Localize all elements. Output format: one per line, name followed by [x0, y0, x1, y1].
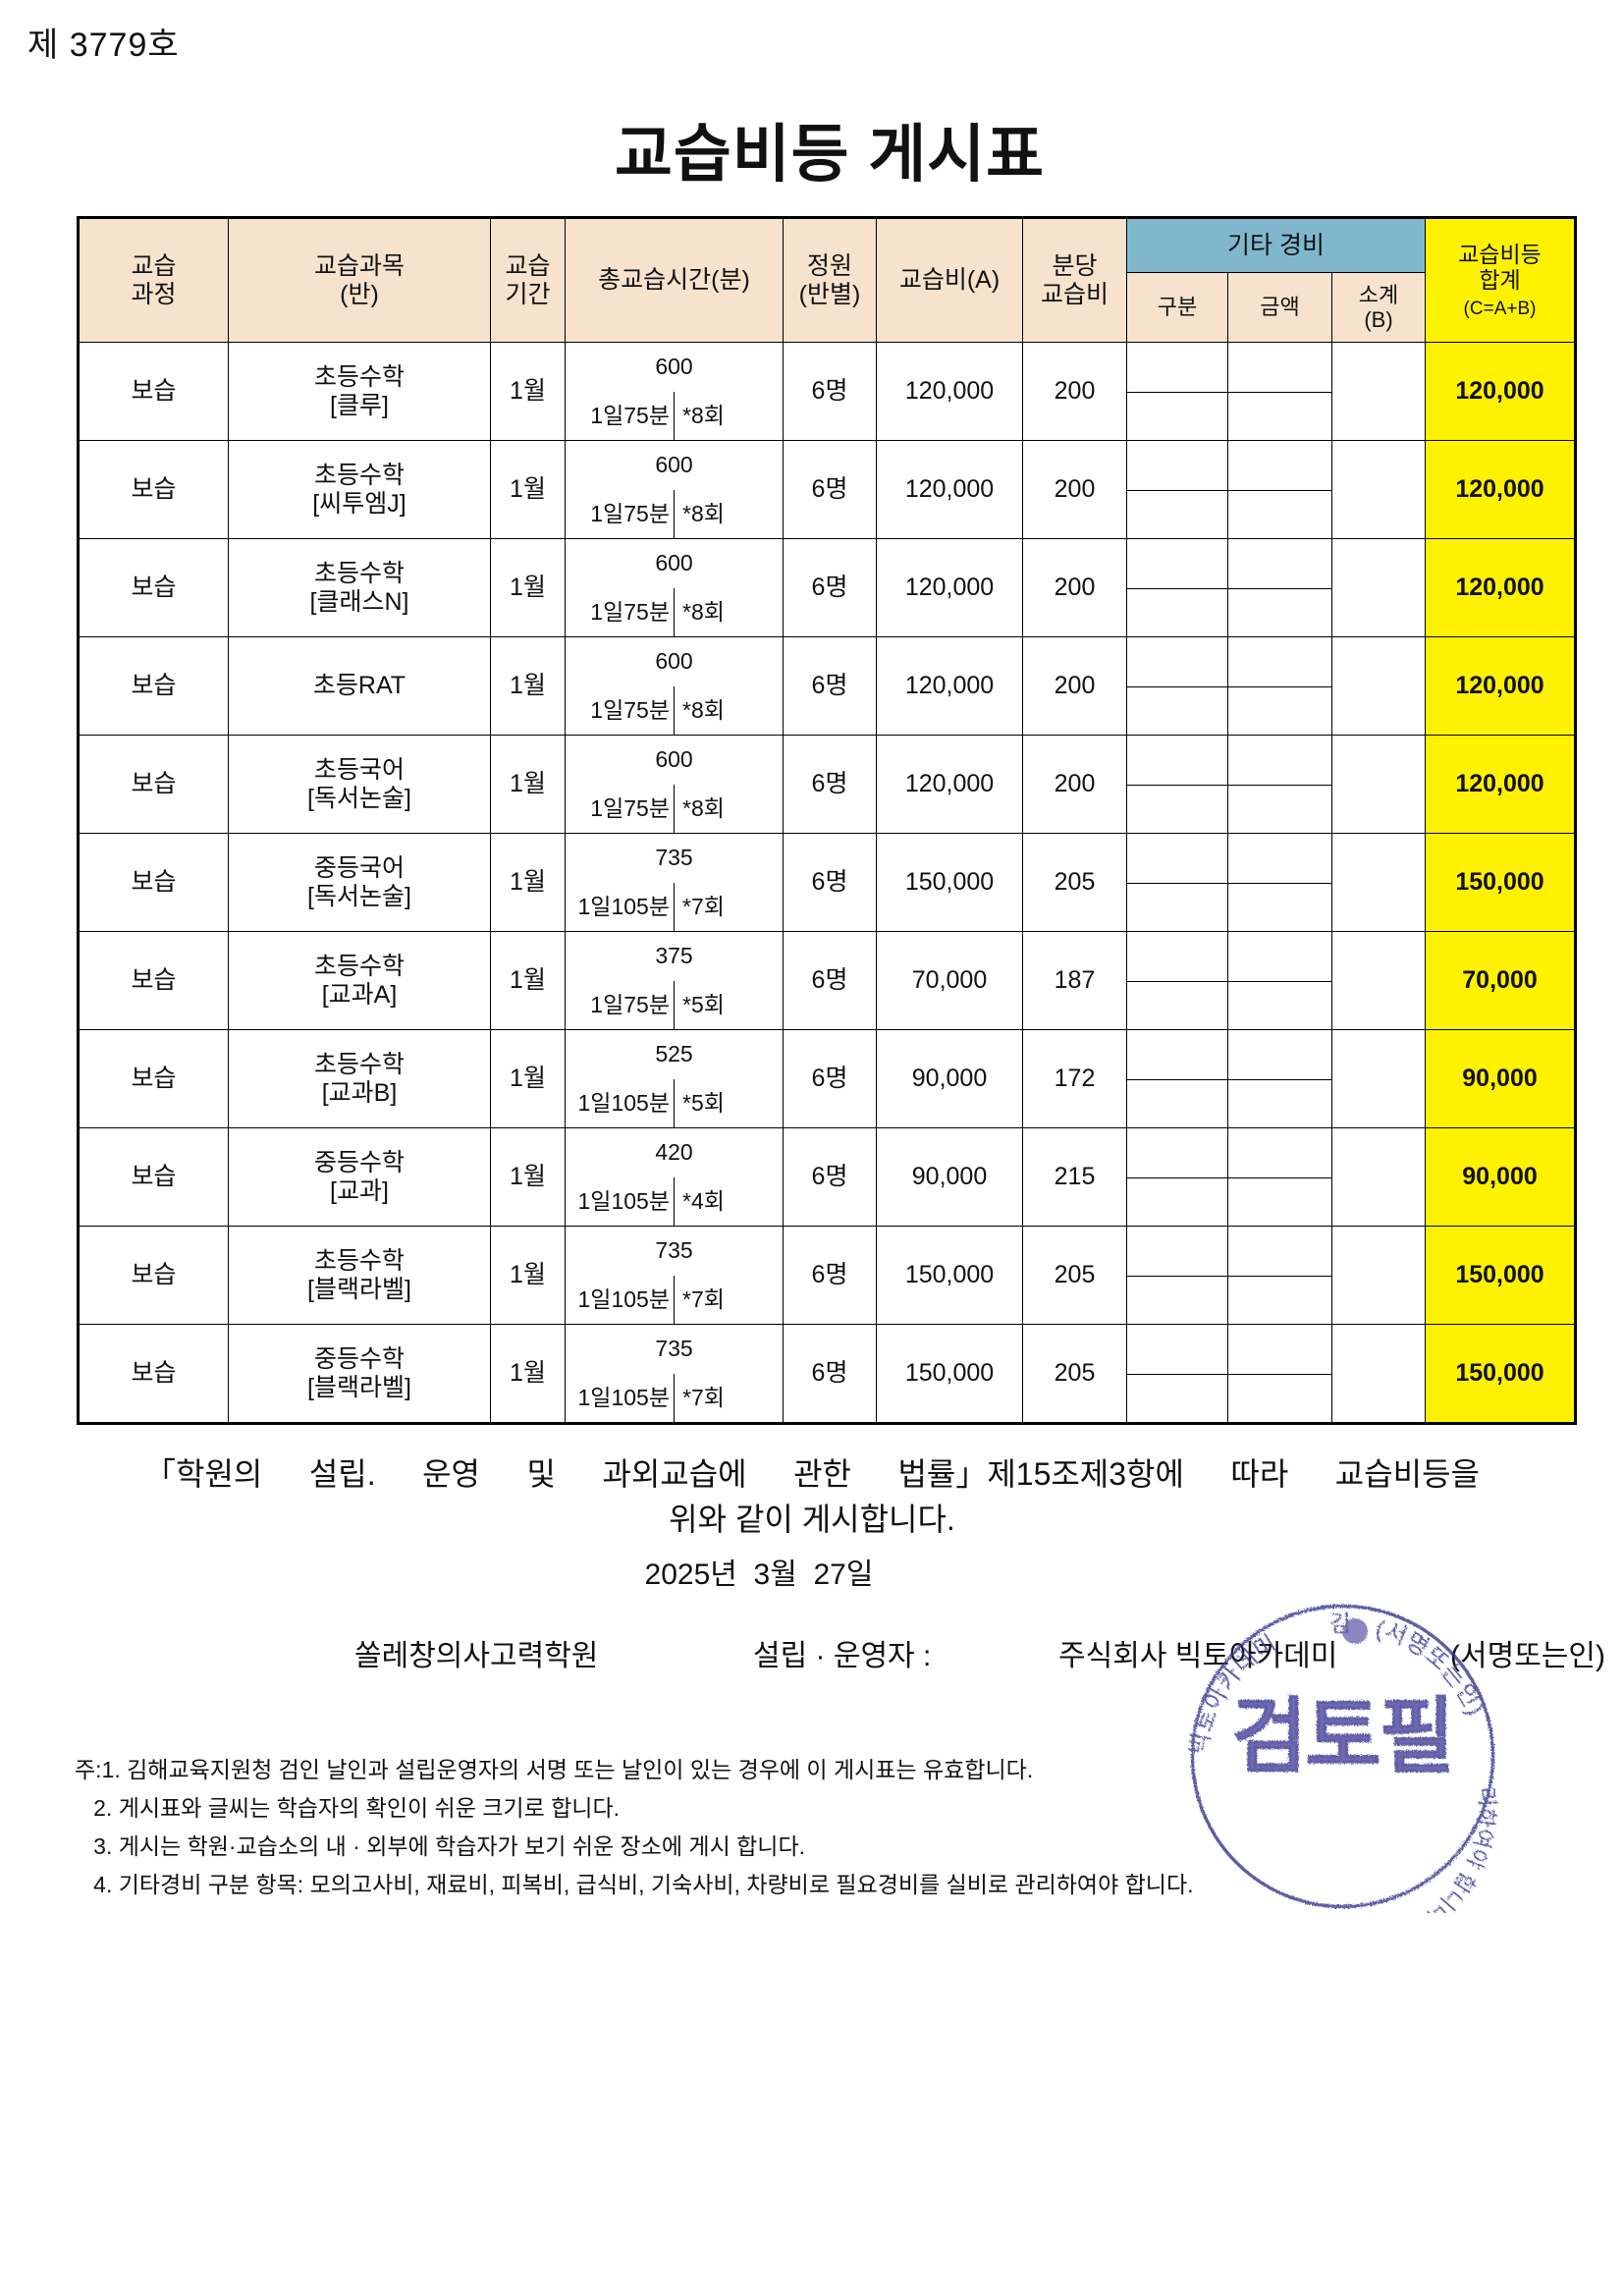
svg-text:검토필: 검토필: [1231, 1690, 1453, 1782]
svg-text:리하여야 합니다 다 원: 리하여야 합니다 다 원: [1283, 1778, 1499, 1913]
